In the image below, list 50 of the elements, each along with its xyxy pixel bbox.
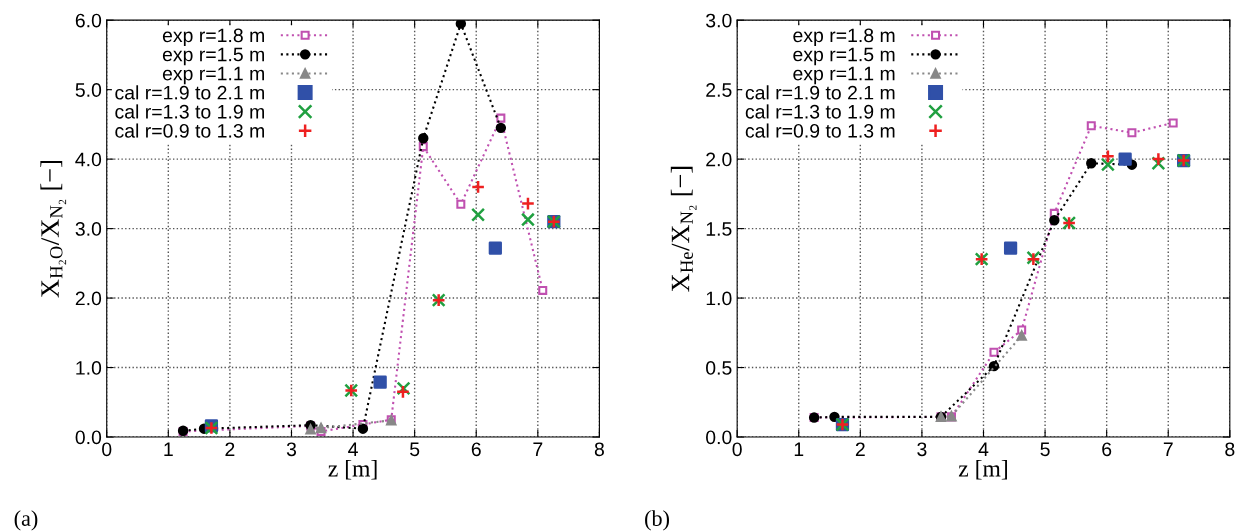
x-tick-label: 3 (286, 442, 297, 457)
x-tick-label: 2 (855, 442, 865, 456)
y-tick-label: 4.0 (75, 152, 102, 167)
y-tick-label: 2.5 (706, 83, 732, 97)
x-tick-label: 8 (594, 442, 604, 457)
x-tick-label: 5 (410, 442, 420, 457)
x-axis-title: z [m] (958, 460, 1007, 480)
x-tick-label: 6 (1102, 442, 1112, 457)
x-tick-label: 7 (1163, 442, 1173, 456)
legend-label: exp r=1.8 m (793, 28, 895, 47)
y-tick-label: 0.5 (706, 361, 732, 375)
legend-label: cal r=1.9 to 2.1 m (745, 85, 895, 100)
legend-label: exp r=1.1 m (793, 66, 895, 85)
legend-label: cal r=0.9 to 1.3 m (115, 123, 264, 138)
y-tick-label: 0.0 (75, 430, 102, 445)
legend-label: exp r=1.1 m (162, 66, 264, 85)
y-axis-title: X$_{He}$/X$_{N₂}$ [−] (670, 166, 697, 292)
x-tick-label: 3 (917, 442, 927, 457)
y-tick-label: 6.0 (75, 13, 102, 28)
legend-label: cal r=1.3 to 1.9 m (745, 104, 895, 119)
x-tick-label: 6 (471, 442, 481, 457)
x-tick-label: 0 (102, 442, 112, 457)
legend-label: exp r=1.5 m (162, 47, 264, 66)
x-tick-label: 7 (533, 442, 543, 456)
y-tick-label: 2.0 (75, 291, 102, 306)
y-tick-label: 1.0 (706, 291, 732, 306)
x-tick-label: 1 (164, 442, 173, 456)
y-tick-label: 1.0 (76, 361, 102, 375)
y-tick-label: 3.0 (75, 222, 102, 236)
y-tick-label: 3.0 (706, 13, 732, 28)
text: (b) (645, 510, 670, 531)
x-tick-label: 5 (1040, 442, 1050, 457)
legend-label: cal r=1.9 to 2.1 m (115, 85, 264, 100)
x-axis-title: z [m] (328, 460, 377, 480)
y-tick-label: 2.0 (706, 152, 732, 167)
x-tick-label: 4 (348, 442, 358, 456)
legend-label: cal r=0.9 to 1.3 m (745, 123, 895, 138)
y-tick-label: 5.0 (75, 83, 102, 97)
y-tick-label: 1.5 (706, 222, 732, 236)
x-tick-label: 2 (225, 442, 235, 456)
y-tick-label: 0.0 (706, 430, 732, 445)
legend-label: exp r=1.5 m (793, 47, 895, 66)
y-axis-title: X$_{H₂O}$/X$_{N₂}$ [−] (40, 161, 67, 298)
x-tick-label: 1 (794, 442, 804, 456)
text: (a) (14, 510, 38, 531)
x-tick-label: 4 (978, 442, 989, 456)
legend-label: cal r=1.3 to 1.9 m (115, 104, 264, 119)
x-tick-label: 8 (1225, 442, 1235, 457)
x-tick-label: 0 (732, 442, 742, 457)
legend-label: exp r=1.8 m (162, 28, 264, 47)
